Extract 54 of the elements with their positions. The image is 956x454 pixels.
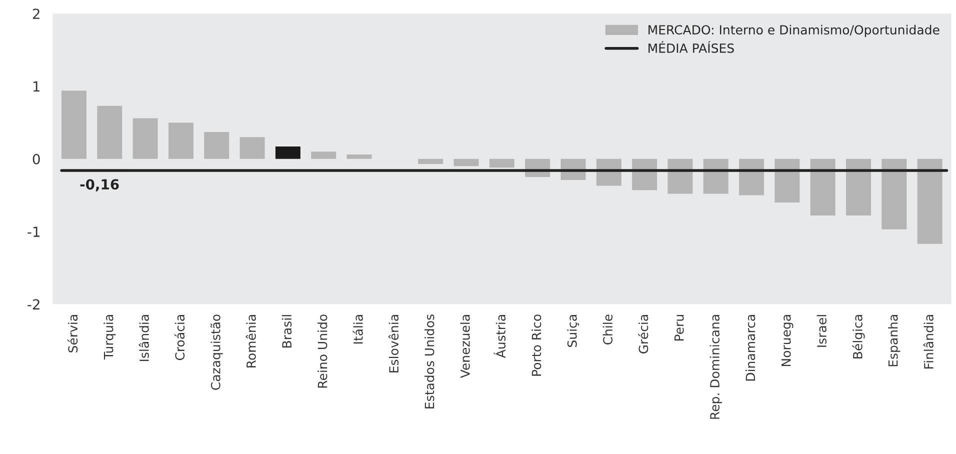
bar xyxy=(418,158,444,164)
bar xyxy=(917,158,942,244)
x-tick-label: Eslovênia xyxy=(388,315,399,372)
x-tick-label: Venezuela xyxy=(460,315,470,378)
x-tick-label: Porto Rico xyxy=(532,314,542,376)
x-tick-label: Áustria xyxy=(494,315,506,358)
x-tick-label: Islândia xyxy=(138,315,149,361)
bar xyxy=(882,158,907,230)
x-tick-label: Finlândia xyxy=(923,315,934,368)
bar xyxy=(311,152,336,159)
bar xyxy=(632,158,658,190)
x-tick-label: Noruega xyxy=(782,315,794,366)
x-tick-label: Bélgica xyxy=(852,315,865,358)
y-tick-label: -2 xyxy=(28,299,40,310)
x-tick-label: Peru xyxy=(674,315,684,341)
x-tick-label: Espanha xyxy=(888,315,900,366)
x-tick-label: Reino Unido xyxy=(318,314,328,388)
y-tick-label: 2 xyxy=(32,8,40,19)
x-tick-label: Dinamarca xyxy=(745,315,756,381)
x-tick-label: Israel xyxy=(816,315,826,347)
x-tick-label: Brasil xyxy=(282,315,292,348)
bar xyxy=(846,158,871,216)
x-tick-label: Estados Unidos xyxy=(424,314,434,408)
bar xyxy=(703,158,728,194)
x-tick-label: Suiça xyxy=(567,315,580,347)
bar xyxy=(489,158,514,168)
x-tick-label: Turquia xyxy=(104,315,116,360)
bar xyxy=(668,158,693,194)
bar xyxy=(346,154,372,159)
x-tick-label: Cazaquistão xyxy=(210,314,223,390)
x-tick-label: Croácia xyxy=(174,315,185,360)
y-tick-label: 1 xyxy=(33,81,40,92)
y-tick-label: -1 xyxy=(28,226,40,237)
x-tick-label: Rep. Dominicana xyxy=(710,315,722,419)
x-tick-label: Grécia xyxy=(638,315,648,354)
bar xyxy=(204,132,230,159)
bar xyxy=(132,118,158,159)
y-tick-label: 0 xyxy=(32,154,40,164)
x-tick-label: Chile xyxy=(602,314,613,344)
x-tick-label: Romênia xyxy=(246,315,256,368)
x-tick-label: Sérvia xyxy=(67,315,78,352)
legend-label: MERCADO: Interno e Dinamismo/Oportunidade xyxy=(648,24,940,37)
bar xyxy=(275,146,300,159)
bar xyxy=(739,158,764,196)
x-tick-label: Itália xyxy=(352,315,363,344)
bar xyxy=(97,106,122,159)
annotation: -0,16 xyxy=(80,179,119,192)
bar xyxy=(810,158,836,216)
bar xyxy=(61,90,86,159)
bar xyxy=(774,158,800,202)
bar xyxy=(454,158,479,166)
legend-label: MÉDIA PAÍSES xyxy=(648,41,734,53)
bar xyxy=(240,137,265,159)
bar xyxy=(168,122,194,159)
